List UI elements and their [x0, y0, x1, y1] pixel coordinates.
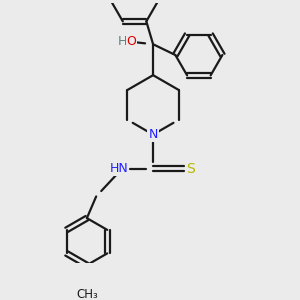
Text: O: O: [127, 34, 136, 48]
Text: HN: HN: [110, 162, 128, 175]
Text: CH₃: CH₃: [76, 288, 98, 300]
Text: H: H: [118, 34, 127, 48]
Text: N: N: [148, 128, 158, 141]
Text: S: S: [186, 162, 195, 176]
